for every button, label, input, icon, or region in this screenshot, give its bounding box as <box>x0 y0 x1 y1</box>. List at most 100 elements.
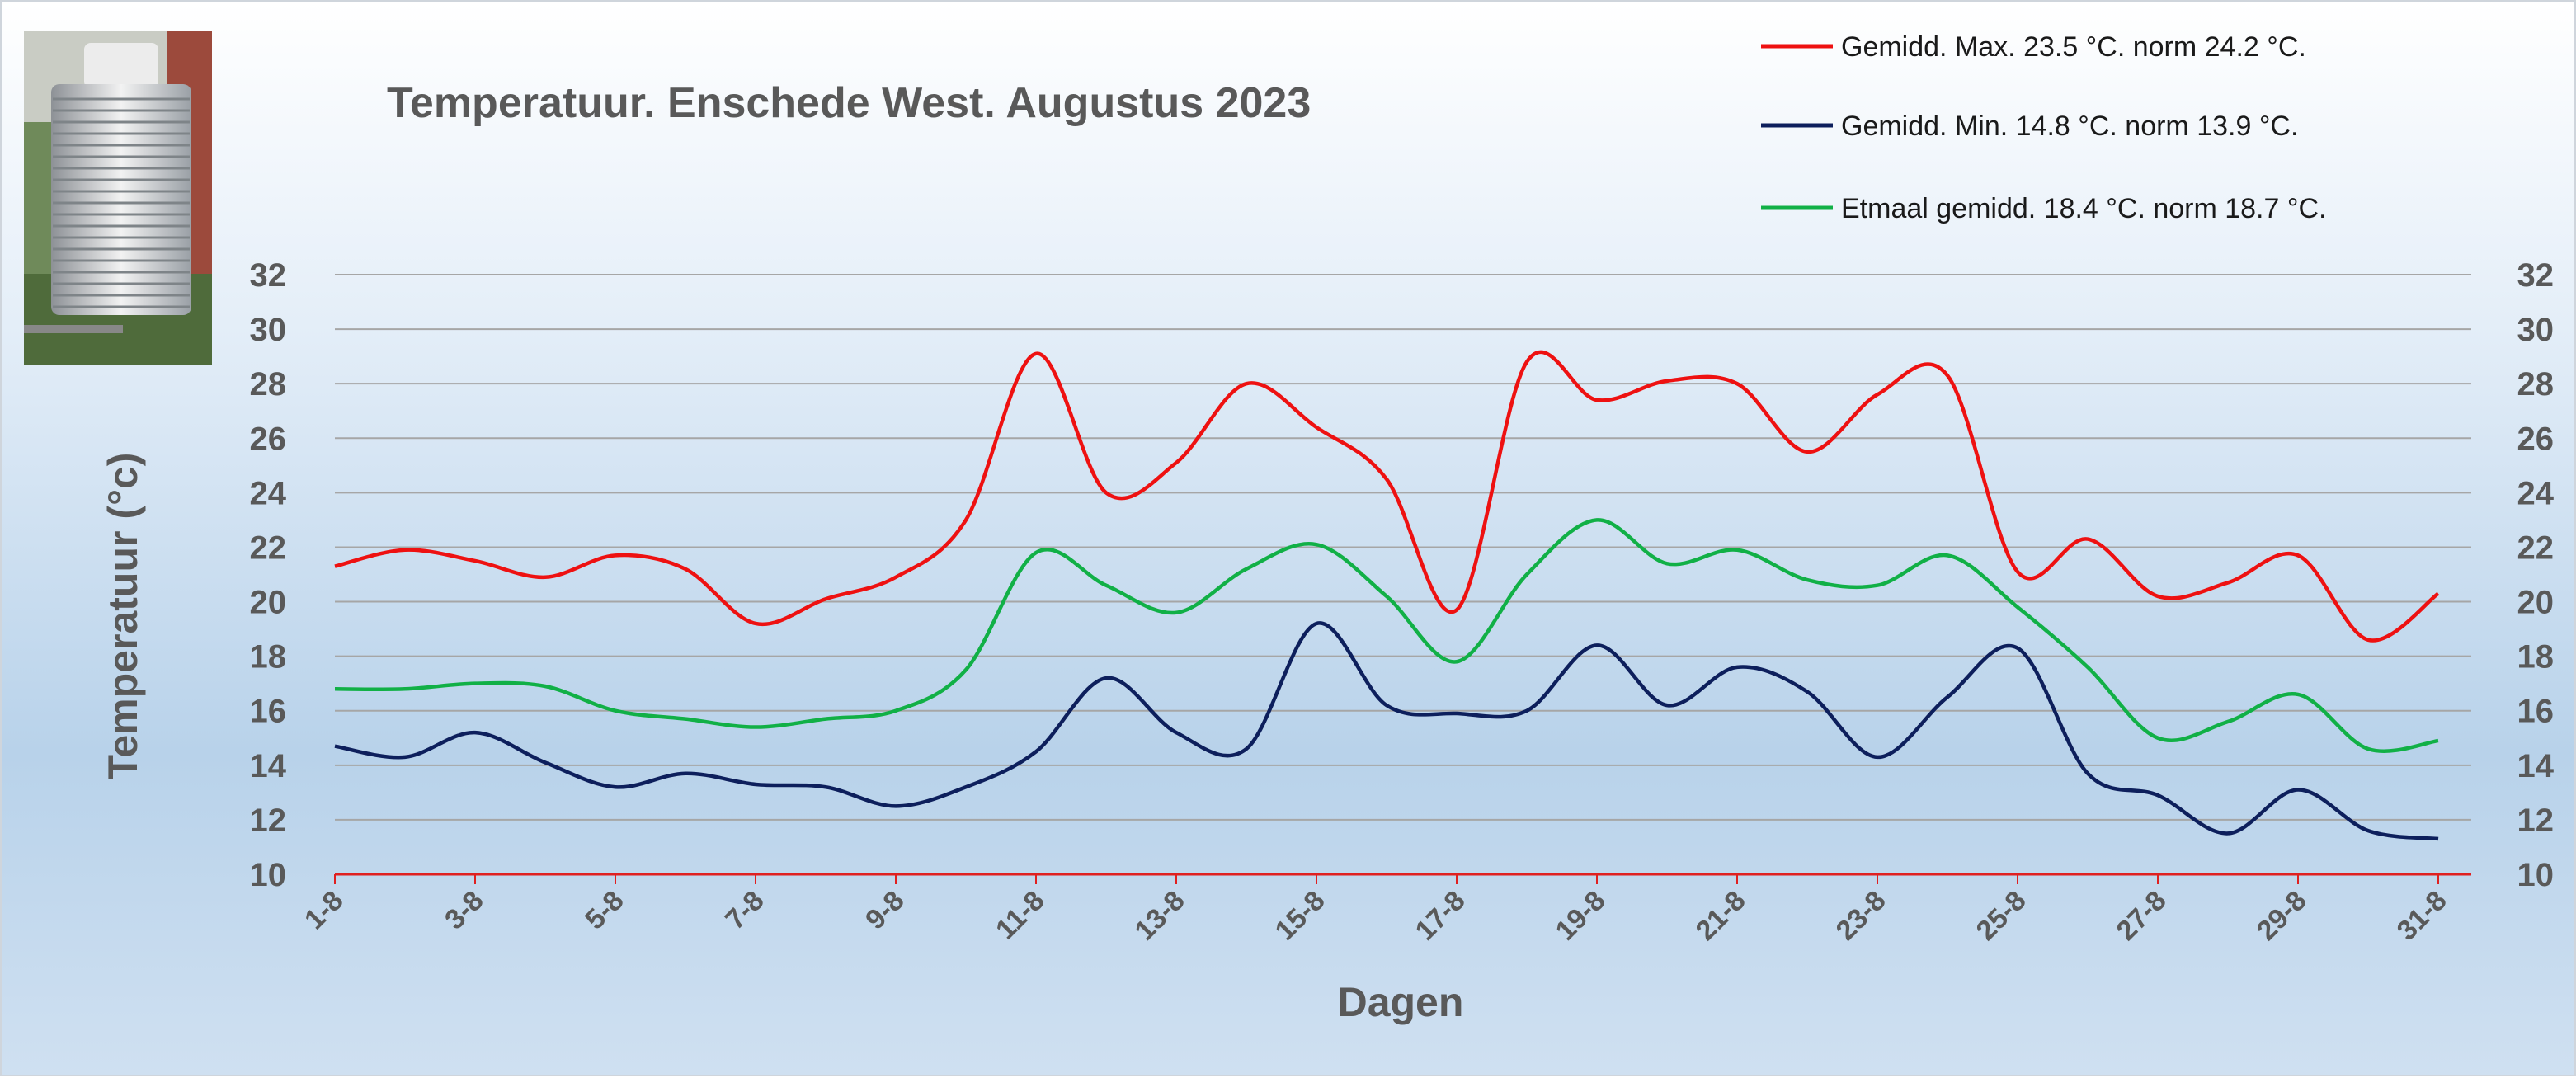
data-point <box>2366 746 2371 751</box>
data-point <box>1735 665 1740 670</box>
legend: Gemidd. Max. 23.5 °C. norm 24.2 °C. Gemid… <box>1761 31 2326 224</box>
data-point <box>332 564 337 569</box>
y-tick-label-right: 26 <box>2517 421 2555 457</box>
data-point <box>1454 711 1459 716</box>
data-point <box>1244 567 1249 572</box>
data-point <box>1945 373 1950 378</box>
x-tick-label: 23-8 <box>1830 885 1892 947</box>
x-tick-label: 13-8 <box>1129 885 1191 947</box>
data-point <box>473 681 478 686</box>
y-tick-label: 12 <box>250 803 287 839</box>
data-point <box>1945 553 1950 558</box>
y-tick-label: 16 <box>250 694 287 730</box>
x-tick-label: 5-8 <box>579 885 630 936</box>
y-tick-label-right: 32 <box>2517 257 2555 294</box>
data-point <box>613 708 618 713</box>
data-point <box>2296 788 2301 793</box>
data-point <box>1314 425 1319 430</box>
data-point <box>613 784 618 789</box>
y-tick-label-right: 28 <box>2517 366 2555 402</box>
data-point <box>2366 828 2371 833</box>
y-tick-label-right: 10 <box>2517 857 2555 893</box>
data-point <box>1805 577 1810 582</box>
data-point <box>2436 738 2441 743</box>
data-point <box>1805 690 1810 694</box>
y-tick-label: 24 <box>250 475 287 511</box>
data-point <box>1524 360 1529 365</box>
legend-entry: Etmaal gemidd. 18.4 °C. norm 18.7 °C. <box>1841 193 2326 224</box>
data-point <box>1384 703 1389 708</box>
y-tick-label-right: 12 <box>2517 803 2555 839</box>
x-tick-label: 9-8 <box>859 885 911 936</box>
data-point <box>543 575 548 580</box>
data-point <box>963 784 968 789</box>
y-tick-label-right: 14 <box>2517 748 2555 784</box>
data-point <box>753 725 758 730</box>
data-point <box>613 553 618 558</box>
y-tick-label: 32 <box>250 257 287 294</box>
data-point <box>893 803 898 808</box>
data-point <box>2085 665 2090 670</box>
y-tick-label: 14 <box>250 748 287 784</box>
y-tick-label: 26 <box>250 421 287 457</box>
data-point <box>683 771 688 776</box>
x-tick-label: 17-8 <box>1410 885 1472 947</box>
x-tick-label: 1-8 <box>299 885 350 936</box>
data-point <box>1805 450 1810 454</box>
data-point <box>1174 610 1179 615</box>
data-point <box>1244 381 1249 386</box>
data-point <box>2296 692 2301 697</box>
series-line-1 <box>334 350 2440 643</box>
data-point <box>2225 580 2230 585</box>
data-point <box>1594 517 1599 522</box>
data-point <box>1174 460 1179 465</box>
data-point <box>1665 379 1669 384</box>
data-point <box>2155 594 2160 599</box>
data-point <box>1875 392 1880 397</box>
data-point <box>1104 490 1109 495</box>
y-tick-label-right: 22 <box>2517 530 2555 566</box>
data-point <box>2015 605 2020 610</box>
data-point <box>473 730 478 735</box>
data-point <box>1524 572 1529 577</box>
data-point <box>1735 548 1740 553</box>
data-point <box>473 558 478 563</box>
data-point <box>2436 591 2441 596</box>
data-point <box>1454 659 1459 664</box>
x-tick-label: 19-8 <box>1550 885 1612 947</box>
data-point <box>1034 749 1038 754</box>
x-tick-label: 21-8 <box>1690 885 1752 947</box>
data-point <box>2015 569 2020 574</box>
legend-entry: Gemidd. Min. 14.8 °C. norm 13.9 °C. <box>1841 111 2298 142</box>
data-point <box>1875 583 1880 588</box>
data-point <box>683 567 688 572</box>
data-point <box>1665 561 1669 566</box>
x-axis-ticks: 1-8 3-8 5-8 7-8 9-8 11-8 13-8 15-8 17-8 19-8 21-8 2… <box>299 874 2453 947</box>
x-tick-label: 7-8 <box>719 885 770 936</box>
data-point <box>683 717 688 722</box>
data-point <box>2085 771 2090 776</box>
data-point <box>1875 755 1880 760</box>
y-axis-right-ticks: 10 12 14 16 18 20 22 24 26 28 30 32 <box>2517 257 2555 893</box>
data-point <box>332 686 337 691</box>
x-tick-label: 27-8 <box>2111 885 2173 947</box>
data-point <box>1104 676 1109 680</box>
data-point <box>823 784 828 789</box>
data-point <box>403 548 407 553</box>
data-point <box>1174 730 1179 735</box>
y-tick-label-right: 20 <box>2517 585 2555 621</box>
x-tick-label: 25-8 <box>1971 885 2032 947</box>
y-tick-label-right: 24 <box>2517 475 2555 511</box>
y-tick-label: 10 <box>250 857 287 893</box>
data-point <box>1104 583 1109 588</box>
y-tick-label-right: 16 <box>2517 694 2555 730</box>
data-point <box>1384 594 1389 599</box>
data-point <box>1454 607 1459 612</box>
grid <box>335 274 2471 821</box>
data-point <box>2225 831 2230 836</box>
data-point <box>1244 746 1249 751</box>
data-point <box>1594 398 1599 402</box>
series-lines <box>332 350 2441 841</box>
